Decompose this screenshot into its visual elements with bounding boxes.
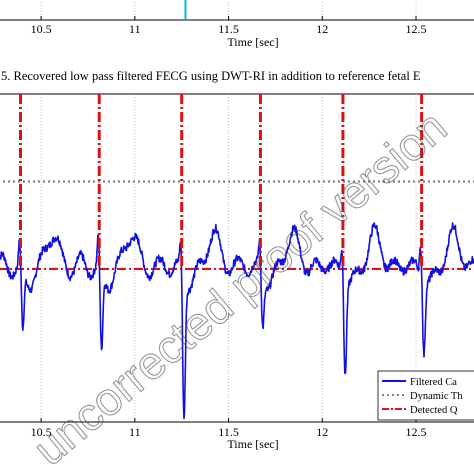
top-chart-panel: 10.5 11 11.5 12 12.5 Time [sec] (0, 0, 474, 49)
legend-label: Detected Q (410, 405, 458, 416)
main-plot-frame (0, 93, 474, 423)
top-tick-label: 11 (129, 22, 141, 36)
main-tick-label: 11.5 (218, 425, 239, 439)
main-x-axis-label: Time [sec] (227, 437, 278, 451)
main-grid (40, 94, 417, 422)
main-chart-panel: 10.5 11 11.5 12 12.5 Time [sec] Filtered Ca D… (0, 93, 474, 451)
main-tick-label: 10.5 (31, 425, 52, 439)
top-tick-label: 11.5 (218, 22, 239, 36)
filtered-signal-line (0, 222, 474, 420)
main-tick-label: 12 (316, 425, 328, 439)
main-series-group (0, 94, 474, 420)
top-tick-label: 12.5 (406, 22, 427, 36)
main-tick-label: 11 (129, 425, 141, 439)
top-x-axis-label: Time [sec] (227, 35, 278, 49)
legend: Filtered Ca Dynamic Th Detected Q (377, 370, 474, 421)
figure-caption: 5. Recovered low pass filtered FECG usin… (1, 69, 421, 83)
top-tick-label: 12 (316, 22, 328, 36)
top-x-ticks: 10.5 11 11.5 12 12.5 (31, 16, 427, 36)
main-tick-label: 12.5 (406, 425, 427, 439)
legend-label: Dynamic Th (410, 391, 463, 402)
legend-label: Filtered Ca (410, 377, 457, 388)
top-tick-label: 10.5 (31, 22, 52, 36)
top-plot-frame (0, 19, 474, 21)
